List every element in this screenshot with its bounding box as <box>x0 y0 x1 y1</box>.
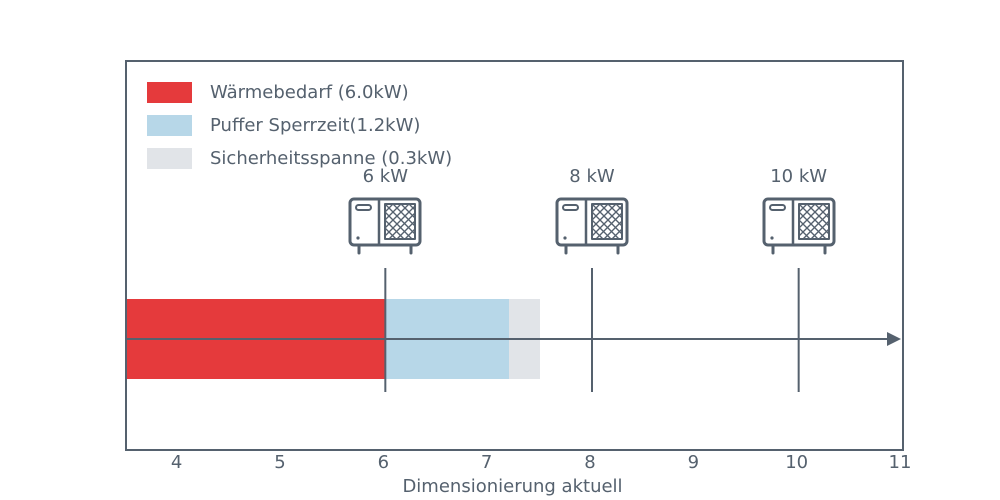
legend-swatch-red <box>147 82 192 103</box>
x-tick-5: 5 <box>274 452 286 473</box>
heat-pump-icon-10kw <box>761 196 837 258</box>
x-tick-8: 8 <box>584 452 596 473</box>
axis-arrow-head <box>887 332 901 346</box>
legend-label: Puffer Sperrzeit(1.2kW) <box>210 115 421 136</box>
x-axis-label: Dimensionierung aktuell <box>402 476 623 497</box>
bar-segment-2 <box>509 299 541 379</box>
x-tick-6: 6 <box>377 452 390 473</box>
bar-segment-0 <box>127 299 386 379</box>
legend-label: Wärmebedarf (6.0kW) <box>210 82 409 103</box>
marker-label-10kw: 10 kW <box>770 166 828 187</box>
legend-item-puffer-sperrzeit: Puffer Sperrzeit(1.2kW) <box>147 109 452 142</box>
legend-swatch-gray <box>147 148 192 169</box>
x-tick-9: 9 <box>687 452 700 473</box>
legend-swatch-blue <box>147 115 192 136</box>
legend-item-waermebedarf: Wärmebedarf (6.0kW) <box>147 76 452 109</box>
x-tick-11: 11 <box>888 452 912 473</box>
marker-label-6kw: 6 kW <box>362 166 409 187</box>
legend: Wärmebedarf (6.0kW) Puffer Sperrzeit(1.2… <box>147 76 452 175</box>
x-tick-10: 10 <box>785 452 809 473</box>
marker-label-8kw: 8 kW <box>569 166 615 187</box>
heat-pump-icon-8kw <box>554 196 630 258</box>
heat-pump-icon-6kw <box>347 196 423 258</box>
bar-segment-1 <box>385 299 510 379</box>
plot-area: 6 kW <box>125 60 904 451</box>
x-tick-4: 4 <box>170 452 183 473</box>
legend-item-sicherheitsspanne: Sicherheitsspanne (0.3kW) <box>147 142 452 175</box>
x-tick-7: 7 <box>480 452 493 473</box>
legend-label: Sicherheitsspanne (0.3kW) <box>210 148 453 169</box>
